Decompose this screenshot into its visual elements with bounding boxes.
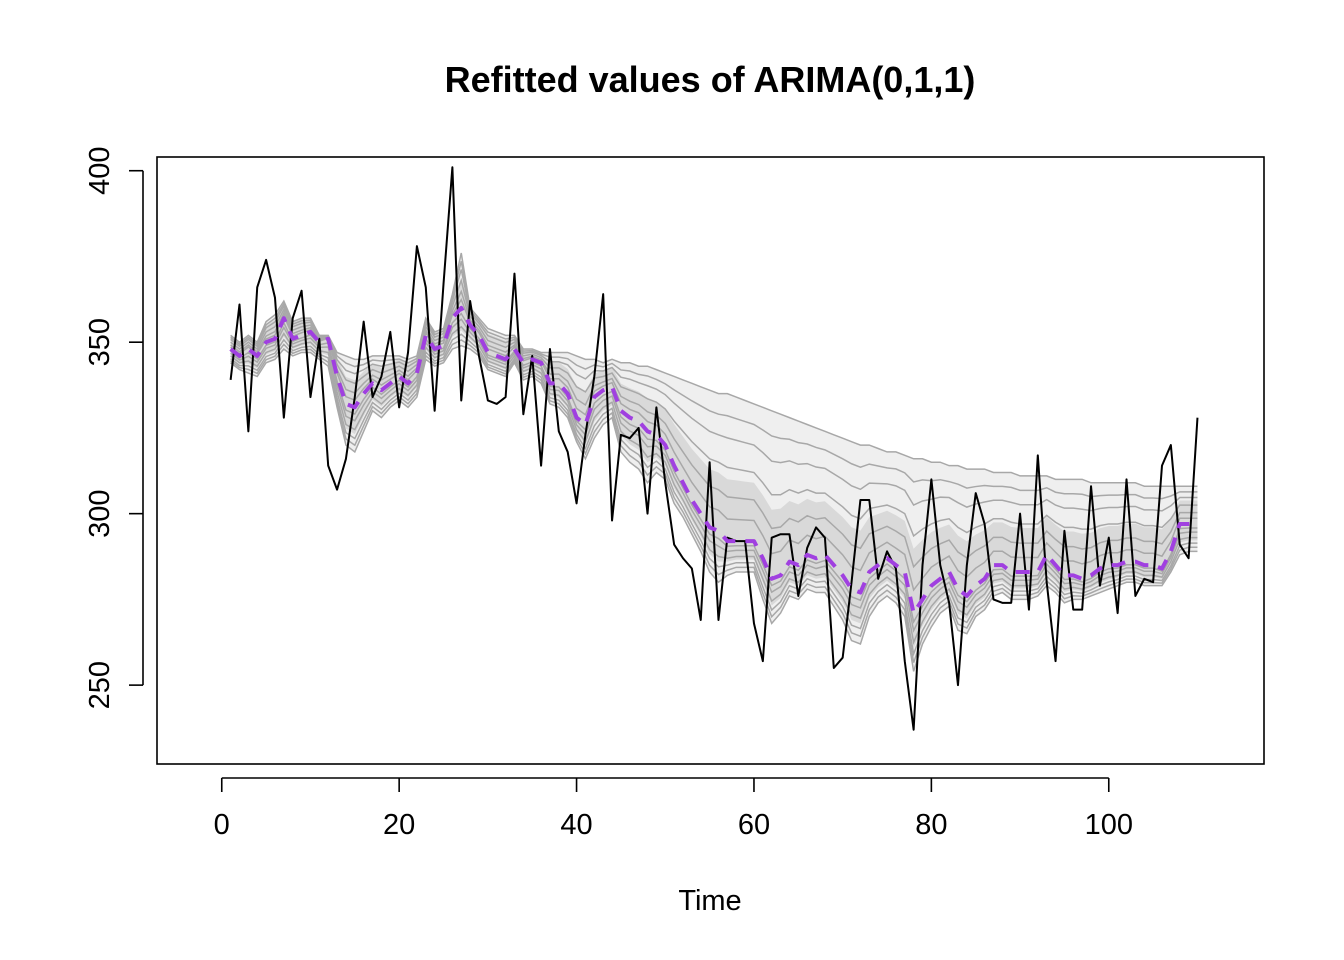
x-tick-label-0: 0 (214, 809, 230, 841)
y-axis: 250 300 350 400 (84, 147, 144, 709)
x-tick-label-100: 100 (1085, 809, 1133, 841)
refitted-band-line-upper-1 (230, 297, 1198, 592)
chart-title: Refitted values of ARIMA(0,1,1) (445, 59, 976, 100)
refitted-band-line-lower-6 (230, 344, 1198, 672)
refitted-band-line-lower-5 (230, 339, 1198, 663)
refitted-band-line-upper-2 (230, 289, 1198, 569)
refitted-band-line-lower-4 (230, 333, 1198, 657)
series-layer (229, 166, 1199, 731)
x-tick-label-20: 20 (383, 809, 415, 841)
y-tick-label-300: 300 (84, 489, 116, 537)
series-line-refitted-mean (229, 305, 1198, 616)
x-tick-label-60: 60 (738, 809, 770, 841)
y-tick-label-400: 400 (84, 147, 116, 195)
x-axis-title: Time (678, 885, 741, 917)
series-line-actual (229, 166, 1199, 731)
x-axis: 0 20 40 60 80 100 (214, 777, 1133, 841)
refitted-band-line-upper-4 (230, 269, 1198, 512)
x-tick-label-40: 40 (560, 809, 592, 841)
y-tick-label-250: 250 (84, 661, 116, 709)
plot-frame (156, 156, 1265, 765)
x-tick-label-80: 80 (915, 809, 947, 841)
refitted-band-inner (230, 278, 1198, 649)
refitted-band-line-upper-3 (230, 277, 1198, 538)
y-tick-label-350: 350 (84, 318, 116, 366)
